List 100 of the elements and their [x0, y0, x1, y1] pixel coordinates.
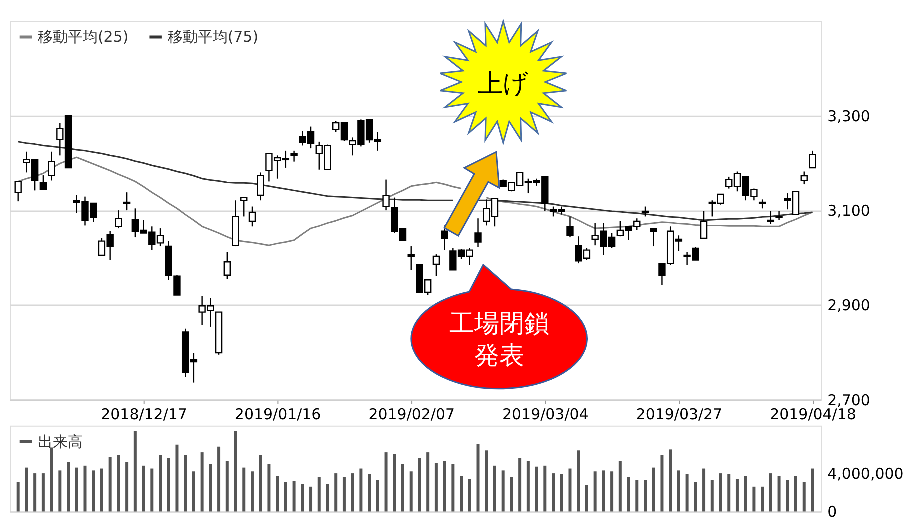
bar: [75, 468, 78, 512]
bar: [159, 455, 162, 512]
bar: [535, 466, 538, 512]
bar: [134, 432, 137, 512]
bar: [242, 468, 246, 512]
bar: [752, 486, 756, 512]
bar: [301, 484, 304, 512]
bar: [318, 477, 321, 512]
legend-label: 出来高: [38, 432, 83, 451]
bar: [594, 472, 597, 512]
bar: [686, 474, 689, 512]
bar: [585, 485, 588, 512]
bar: [677, 470, 680, 512]
bar: [192, 472, 196, 512]
y-tick-label: 2,900: [828, 296, 870, 315]
y-tick-label: 4,000,000: [828, 465, 904, 484]
bar: [460, 476, 464, 512]
bar: [117, 455, 120, 512]
candlestick: [115, 210, 122, 230]
bar: [761, 486, 764, 512]
bar: [402, 464, 404, 512]
bar: [669, 450, 672, 512]
bar: [660, 455, 664, 512]
candlestick: [290, 150, 298, 162]
bar: [552, 474, 556, 512]
candlestick: [566, 216, 574, 238]
bar: [418, 458, 422, 512]
y-tick-label: 3,300: [828, 107, 870, 126]
bar: [610, 472, 614, 512]
bar: [42, 474, 45, 512]
x-tick-label: 2019/03/27: [636, 405, 723, 424]
bar: [510, 477, 514, 512]
candlestick: [642, 206, 650, 218]
candlestick: [40, 174, 48, 190]
candlestick: [700, 210, 708, 240]
bar: [410, 472, 413, 512]
bar: [92, 470, 96, 512]
bar: [802, 482, 806, 512]
bar: [744, 476, 748, 512]
bar: [476, 444, 480, 512]
bar: [16, 482, 20, 512]
bar: [25, 468, 28, 512]
bar: [811, 468, 814, 512]
bar: [694, 482, 698, 512]
candlestick: [48, 151, 56, 182]
bar: [577, 450, 580, 512]
candlestick: [123, 192, 131, 212]
bar: [226, 461, 229, 512]
x-tick-label: 2019/01/16: [234, 405, 322, 424]
y-tick-label: 0: [828, 503, 838, 521]
bar: [376, 480, 380, 512]
bar: [443, 461, 446, 512]
bar: [218, 446, 221, 512]
bar: [502, 470, 505, 512]
bar: [342, 477, 346, 512]
bar: [710, 480, 714, 512]
x-tick-label: 2018/12/17: [101, 405, 188, 424]
bar: [108, 457, 112, 512]
bar: [485, 450, 488, 512]
bar: [268, 464, 271, 512]
legend-label: 移動平均(25): [38, 28, 129, 46]
bar: [326, 484, 330, 512]
bar: [292, 481, 296, 512]
candlestick: [800, 171, 808, 186]
bar: [100, 468, 104, 512]
bar: [276, 476, 280, 512]
bar: [368, 474, 372, 512]
bar: [568, 468, 572, 512]
bar: [142, 466, 146, 512]
bar: [493, 466, 496, 512]
y-tick-label: 3,100: [828, 202, 870, 220]
bar: [176, 444, 179, 512]
bar: [426, 452, 430, 512]
candlestick: [432, 254, 440, 277]
candlestick: [248, 206, 256, 228]
candlestick: [650, 228, 658, 248]
bar: [602, 470, 606, 512]
annotation: 工場閉鎖: [449, 308, 550, 338]
candlestick: [408, 246, 415, 271]
annotation: 上げ: [478, 69, 529, 98]
bar: [618, 461, 622, 512]
bar: [636, 480, 639, 512]
candlestick: [257, 172, 264, 202]
legend-label: 移動平均(75): [168, 28, 259, 46]
bar: [652, 468, 656, 512]
bar: [728, 474, 731, 512]
candlestick: [224, 252, 231, 280]
bar: [34, 474, 37, 512]
candlestick: [441, 225, 448, 251]
bar: [284, 482, 288, 512]
bar: [702, 468, 706, 512]
bar: [544, 466, 547, 512]
bar: [259, 455, 262, 512]
bar: [560, 474, 564, 512]
bar: [518, 458, 522, 512]
candlestick: [240, 197, 248, 218]
bar: [50, 448, 54, 512]
bar: [468, 479, 472, 512]
bar: [360, 468, 363, 512]
bar: [234, 432, 238, 512]
